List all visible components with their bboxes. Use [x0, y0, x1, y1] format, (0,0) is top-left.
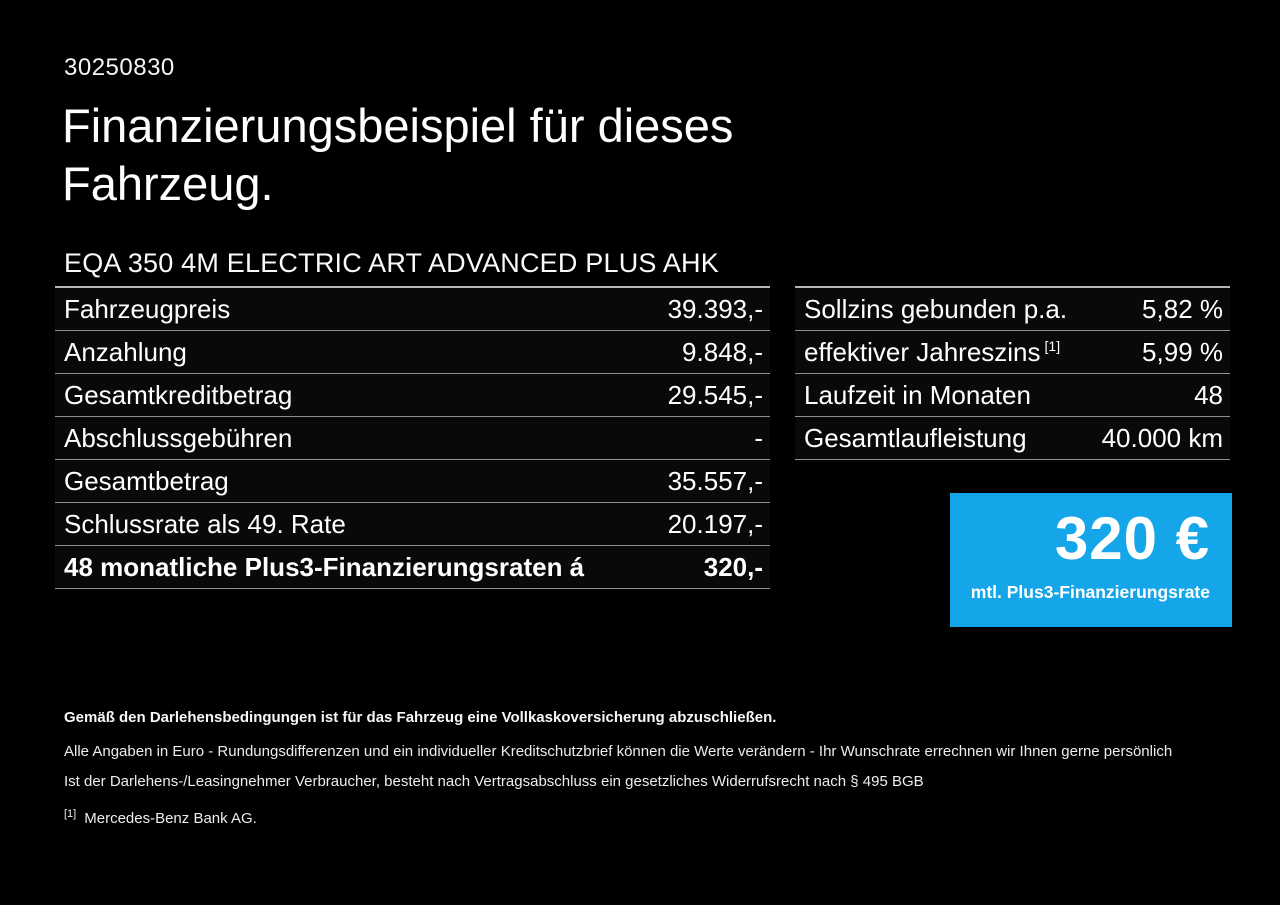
footnote-euro-disclaimer: Alle Angaben in Euro - Rundungsdifferenz…	[64, 743, 1173, 761]
conditions-table-row: effektiver Jahreszins [1] 5,99 %	[795, 331, 1230, 374]
footnote-bank-reference: [1] Mercedes-Benz Bank AG.	[64, 807, 1224, 829]
finance-row-value: 39.393,-	[667, 293, 763, 324]
footnote-withdrawal-right: Ist der Darlehens-/Leasingnehmer Verbrau…	[64, 772, 924, 790]
finance-table-row: Gesamtbetrag 35.557,-	[55, 460, 770, 503]
finance-table-row: Abschlussgebühren -	[55, 417, 770, 460]
finance-row-value: 9.848,-	[682, 336, 763, 367]
finance-table-row: Fahrzeugpreis 39.393,-	[55, 288, 770, 331]
footnotes: Gemäß den Darlehensbedingungen ist für d…	[64, 708, 1224, 829]
finance-table: Fahrzeugpreis 39.393,- Anzahlung 9.848,-…	[55, 286, 770, 589]
conditions-row-label: Laufzeit in Monaten	[804, 379, 1031, 410]
finance-row-label: Abschlussgebühren	[64, 422, 293, 453]
finance-row-label: 48 monatliche Plus3-Finanzierungsraten á	[64, 551, 585, 582]
finance-row-label: Anzahlung	[64, 336, 187, 367]
finance-table-row: Schlussrate als 49. Rate 20.197,-	[55, 503, 770, 546]
conditions-row-label: Sollzins gebunden p.a.	[804, 293, 1068, 324]
finance-row-value: 20.197,-	[667, 508, 763, 539]
conditions-row-value: 48	[1194, 379, 1223, 410]
finance-row-value: 29.545,-	[667, 379, 763, 410]
finance-row-label: Gesamtbetrag	[64, 465, 229, 496]
finance-row-value: -	[754, 422, 763, 453]
monthly-rate-box: 320 € mtl. Plus3-Finanzierungsrate	[950, 493, 1232, 627]
finance-row-label: Fahrzeugpreis	[64, 293, 231, 324]
footnote-ref-marker: [1]	[64, 807, 77, 820]
finance-row-label: Schlussrate als 49. Rate	[64, 508, 346, 539]
finance-table-row: Anzahlung 9.848,-	[55, 331, 770, 374]
finance-row-value: 35.557,-	[667, 465, 763, 496]
conditions-row-value: 40.000 km	[1101, 422, 1223, 453]
footnote-ref-superscript: [1]	[1044, 337, 1061, 354]
finance-table-row: Gesamtkreditbetrag 29.545,-	[55, 374, 770, 417]
page-title: Finanzierungsbeispiel für dieses Fahrzeu…	[62, 99, 734, 210]
footnote-ref-text: Mercedes-Benz Bank AG.	[84, 809, 257, 827]
conditions-table: Sollzins gebunden p.a. 5,82 % effektiver…	[795, 286, 1230, 460]
finance-row-label: Gesamtkreditbetrag	[64, 379, 293, 410]
conditions-row-label: effektiver Jahreszins [1]	[804, 336, 1061, 367]
conditions-row-label: Gesamtlaufleistung	[804, 422, 1027, 453]
finance-row-value: 320,-	[703, 551, 763, 582]
footnote-insurance: Gemäß den Darlehensbedingungen ist für d…	[64, 709, 777, 726]
monthly-rate-amount: 320 €	[1054, 505, 1210, 572]
doc-number: 30250830	[64, 54, 175, 81]
conditions-table-row: Laufzeit in Monaten 48	[795, 374, 1230, 417]
monthly-rate-caption: mtl. Plus3-Finanzierungsrate	[970, 582, 1210, 602]
conditions-table-row: Sollzins gebunden p.a. 5,82 %	[795, 288, 1230, 331]
vehicle-model: EQA 350 4M ELECTRIC ART ADVANCED PLUS AH…	[64, 248, 719, 278]
conditions-row-value: 5,82 %	[1142, 293, 1223, 324]
conditions-row-value: 5,99 %	[1142, 336, 1223, 367]
conditions-table-row: Gesamtlaufleistung 40.000 km	[795, 417, 1230, 460]
finance-table-row: 48 monatliche Plus3-Finanzierungsraten á…	[55, 546, 770, 589]
